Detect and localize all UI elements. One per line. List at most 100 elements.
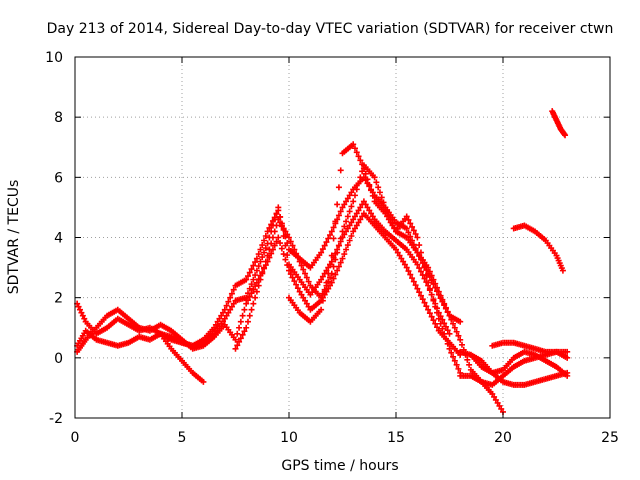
- data-point: [302, 270, 309, 277]
- data-point: [239, 312, 246, 319]
- data-point: [444, 327, 451, 334]
- data-point: [416, 242, 423, 249]
- data-point: [325, 285, 332, 292]
- data-point: [357, 216, 364, 223]
- data-point: [221, 315, 228, 322]
- data-point: [243, 324, 250, 331]
- data-point: [434, 284, 441, 291]
- data-point: [223, 302, 230, 309]
- data-point: [253, 255, 260, 262]
- data-point: [227, 306, 234, 313]
- data-point: [564, 372, 571, 379]
- data-point: [437, 320, 444, 327]
- data-point: [243, 300, 250, 307]
- data-point: [289, 274, 296, 281]
- series-track-6: [157, 330, 207, 385]
- data-point: [232, 345, 239, 352]
- data-point: [291, 246, 298, 253]
- data-point: [419, 257, 426, 264]
- data-point: [244, 318, 251, 325]
- x-tick-label: 20: [494, 430, 512, 446]
- data-point: [325, 264, 332, 271]
- data-point: [432, 280, 439, 287]
- data-point: [442, 335, 449, 342]
- data-point: [293, 281, 300, 288]
- data-point: [562, 132, 569, 139]
- data-point: [380, 199, 387, 206]
- data-point: [434, 309, 441, 316]
- data-point: [498, 405, 505, 412]
- data-point: [351, 213, 358, 220]
- data-point: [250, 286, 257, 293]
- data-point: [339, 255, 346, 262]
- y-tick-label: -2: [49, 411, 63, 427]
- data-point: [357, 204, 364, 211]
- data-point: [200, 378, 207, 385]
- data-point: [492, 396, 499, 403]
- data-point: [359, 168, 366, 175]
- data-point: [277, 240, 284, 247]
- data-point: [412, 230, 419, 237]
- data-point: [252, 294, 259, 301]
- data-point: [244, 273, 251, 280]
- data-point: [407, 220, 414, 227]
- data-point: [450, 320, 457, 327]
- data-point: [330, 275, 337, 282]
- data-point: [417, 268, 424, 275]
- data-point: [259, 242, 266, 249]
- data-point: [257, 258, 264, 265]
- data-point: [268, 240, 275, 247]
- data-point: [248, 266, 255, 273]
- data-point: [280, 232, 287, 239]
- data-point: [362, 170, 369, 177]
- data-point: [287, 238, 294, 245]
- y-tick-label: 8: [54, 110, 63, 126]
- data-point: [458, 341, 465, 348]
- data-point: [355, 219, 362, 226]
- data-point: [428, 291, 435, 298]
- data-point: [230, 286, 237, 293]
- data-point: [259, 270, 266, 277]
- data-point: [341, 201, 348, 208]
- data-point: [453, 328, 460, 335]
- data-point: [451, 324, 458, 331]
- data-point: [261, 264, 268, 271]
- data-point: [246, 293, 253, 300]
- data-point: [421, 299, 428, 306]
- data-point: [228, 290, 235, 297]
- data-point: [337, 259, 344, 266]
- data-point: [241, 328, 248, 335]
- data-point: [335, 263, 342, 270]
- data-point: [343, 246, 350, 253]
- data-point: [401, 261, 408, 268]
- data-point: [430, 297, 437, 304]
- data-point: [293, 250, 300, 257]
- data-point: [353, 210, 360, 217]
- data-point: [227, 294, 234, 301]
- data-point: [261, 237, 268, 244]
- data-point: [216, 315, 223, 322]
- data-point: [253, 288, 260, 295]
- data-point: [341, 231, 348, 238]
- data-point: [321, 242, 328, 249]
- data-point: [327, 231, 334, 238]
- data-point: [344, 225, 351, 232]
- data-point: [323, 239, 330, 246]
- data-point: [405, 216, 412, 223]
- data-point: [294, 254, 301, 261]
- data-point: [321, 288, 328, 295]
- data-point: [223, 312, 230, 319]
- data-point: [225, 309, 232, 316]
- data-point: [81, 315, 88, 322]
- data-point: [287, 271, 294, 278]
- data-point: [234, 342, 241, 349]
- data-point: [375, 184, 382, 191]
- data-point: [343, 198, 350, 205]
- data-point: [334, 249, 341, 256]
- series-track-5: [286, 141, 464, 376]
- data-point: [346, 222, 353, 229]
- data-point: [457, 336, 464, 343]
- data-point: [403, 213, 410, 220]
- data-point: [442, 323, 449, 330]
